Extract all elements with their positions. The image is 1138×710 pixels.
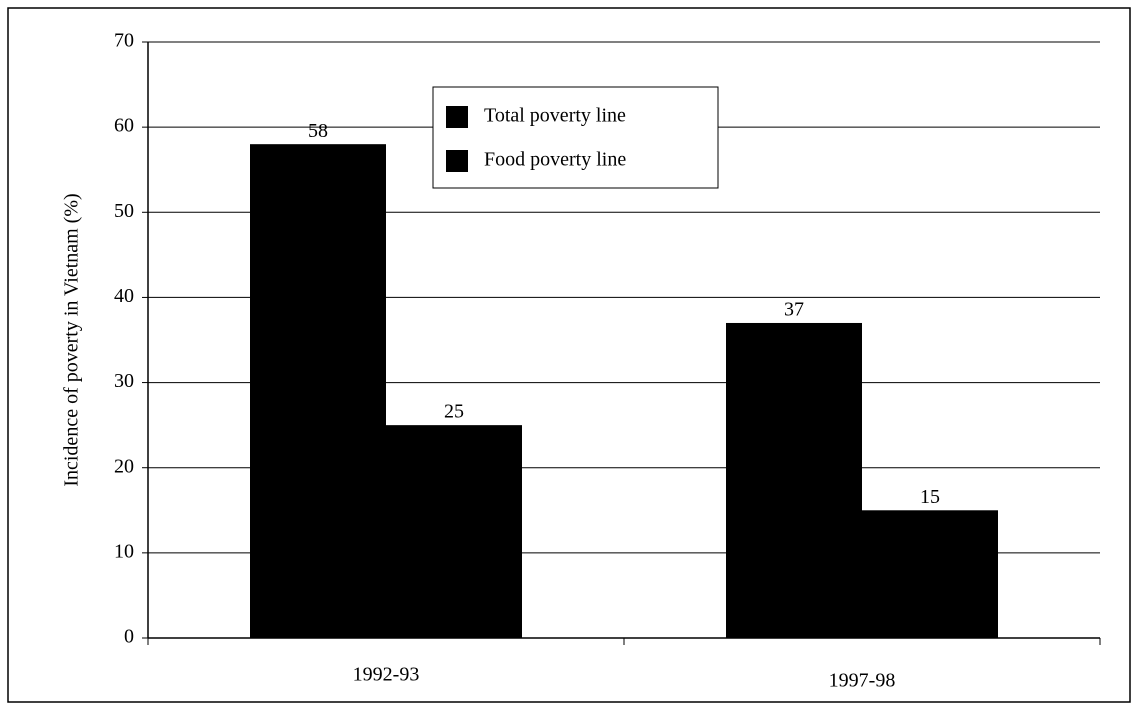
y-tick-label: 10 [114, 540, 134, 562]
y-axis-label: Incidence of poverty in Vietnam (%) [61, 193, 83, 486]
x-tick-label: 1992-93 [353, 664, 420, 686]
data-label: 58 [308, 120, 328, 142]
y-tick-label: 30 [114, 370, 134, 392]
legend-label: Food poverty line [484, 149, 626, 171]
chart-frame [7, 7, 1131, 703]
y-tick-label: 40 [114, 285, 134, 307]
bar [386, 425, 522, 638]
bar [862, 510, 998, 638]
y-tick-label: 70 [114, 30, 134, 52]
legend-label: Total poverty line [484, 105, 626, 127]
data-label: 15 [920, 486, 940, 508]
bar [250, 144, 386, 638]
legend-swatch [446, 106, 468, 128]
legend-swatch [446, 150, 468, 172]
y-tick-label: 20 [114, 455, 134, 477]
data-label: 37 [784, 299, 804, 321]
data-label: 25 [444, 401, 464, 423]
legend-box [432, 86, 719, 189]
y-tick-label: 0 [124, 626, 134, 648]
x-tick-label: 1997-98 [829, 670, 896, 692]
y-tick-label: 50 [114, 200, 134, 222]
y-tick-label: 60 [114, 115, 134, 137]
bar [726, 322, 862, 638]
